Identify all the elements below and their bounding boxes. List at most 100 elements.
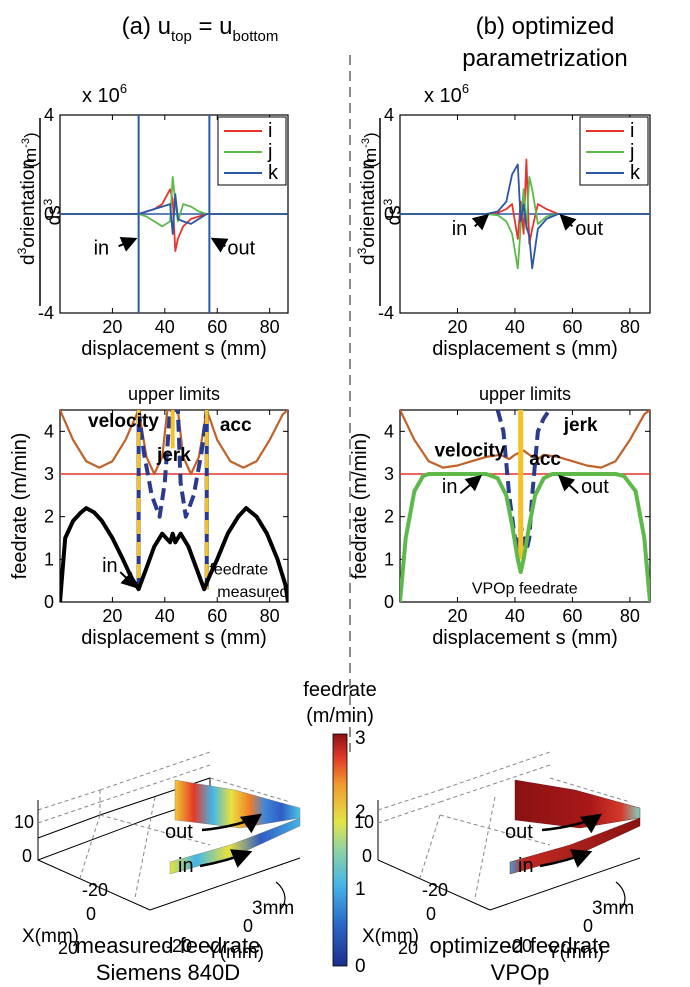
left-out-label: out — [165, 821, 193, 843]
svg-text:d3orientation: d3orientation — [355, 159, 379, 265]
velocity-label: velocity — [434, 441, 505, 462]
y-axis-label: feedrate (m/min) — [9, 433, 31, 580]
svg-text:ds3: ds3 — [381, 198, 405, 225]
right-lower-strip — [509, 817, 641, 875]
in-label: in — [94, 238, 110, 260]
in-label: in — [442, 476, 458, 498]
left-x-tick-0: 0 — [86, 904, 96, 924]
series-j — [400, 175, 650, 270]
x-tick-label: 80 — [620, 606, 640, 626]
left-out-arrow — [201, 813, 263, 834]
right-x-tick-20: 20 — [398, 938, 418, 958]
y-tick-label: 4 — [44, 105, 54, 125]
x-tick-label: 80 — [260, 606, 280, 626]
y-tick-label: 0 — [44, 592, 54, 612]
right-column-title-line1: (b) optimized — [476, 13, 615, 40]
right-x-tick-0: 0 — [426, 904, 436, 924]
series-velocity — [400, 410, 650, 469]
left-column-title: (a) utop = ubottom — [122, 13, 279, 45]
caption-right-line1: optimized feedrate — [430, 933, 611, 958]
right-in-label: in — [518, 855, 534, 877]
right-z-tick-0: 0 — [362, 846, 372, 866]
upper-limits-label: upper limits — [128, 384, 220, 404]
left-z-tick-10: 10 — [14, 812, 34, 832]
series-feedrate-measured — [60, 506, 288, 602]
out-arrow — [558, 474, 579, 494]
colorbar-title-2: (m/min) — [306, 705, 374, 727]
right-column-title-line2: parametrization — [462, 45, 627, 72]
right-z-tick-10: 10 — [354, 812, 374, 832]
jerk-label: jerk — [156, 445, 191, 466]
right-gap-label: 3mm — [592, 898, 634, 919]
in-arrow — [471, 213, 490, 231]
y-tick-label: 1 — [44, 549, 54, 569]
y-tick-label: -4 — [38, 303, 54, 323]
y-tick-label: 4 — [384, 105, 394, 125]
legend-label-j: j — [267, 141, 272, 163]
measured-label-1: feedrate — [209, 561, 268, 578]
x-tick-label: 60 — [207, 317, 227, 337]
y-tick-label: 1 — [384, 549, 394, 569]
x-tick-label: 80 — [260, 317, 280, 337]
x-tick-label: 40 — [505, 317, 525, 337]
y-tick-label: 0 — [44, 204, 54, 224]
colorbar-tick-0: 0 — [355, 956, 366, 977]
chart-a-mid: 20 40 60 80 0 1 2 3 4 velocity jerk acc feedrate meas… — [9, 384, 289, 649]
y-tick-label: -4 — [378, 303, 394, 323]
right-in-arrow — [539, 849, 593, 868]
velocity-label: velocity — [88, 411, 159, 432]
svg-text:x 106: x 106 — [424, 81, 469, 107]
caption-left-line2: Siemens 840D — [96, 960, 240, 985]
colorbar-tick-3: 3 — [355, 728, 366, 749]
jerk-label: jerk — [563, 415, 598, 436]
left-in-label: in — [178, 855, 194, 877]
left-lower-strip — [169, 817, 301, 875]
right-out-arrow — [541, 813, 603, 834]
y-tick-label: 2 — [44, 507, 54, 527]
in-arrow — [119, 571, 138, 589]
x-tick-label: 20 — [447, 317, 467, 337]
right-x-tick-neg20: -20 — [422, 880, 448, 900]
x-tick-label: 20 — [102, 317, 122, 337]
legend-label-i: i — [268, 120, 272, 142]
vpop-label: VPOp feedrate — [472, 580, 578, 597]
right-xlabel: X(mm) — [362, 926, 419, 947]
in-label: in — [102, 555, 118, 577]
top-right-yunit-label: (m-3) — [360, 132, 380, 167]
series-velocity — [60, 410, 288, 476]
in-label: in — [452, 218, 468, 240]
in-arrow — [459, 474, 482, 494]
right-out-label: out — [505, 821, 533, 843]
y-tick-label: 2 — [384, 507, 394, 527]
x-axis-label: displacement s (mm) — [432, 338, 618, 360]
series-jerk — [136, 410, 209, 519]
x-tick-label: 60 — [562, 317, 582, 337]
right-gap-bracket — [615, 881, 626, 911]
out-arrow — [210, 237, 229, 253]
x-tick-label: 20 — [102, 606, 122, 626]
top-right-multiplier: x 106 — [424, 81, 469, 107]
y-tick-label: 4 — [44, 421, 54, 441]
top-left-yunit-label: (m-3) — [20, 132, 40, 167]
left-gap-bracket — [275, 881, 286, 911]
right-ylabel: Y(mm) — [547, 942, 604, 963]
x-axis-label: displacement s (mm) — [81, 338, 267, 360]
top-left-multiplier: x 106 — [82, 81, 127, 107]
left-in-arrow — [199, 849, 253, 868]
left-x-tick-neg20: -20 — [82, 880, 108, 900]
colorbar-title-1: feedrate — [303, 679, 376, 701]
acc-label: acc — [220, 415, 252, 436]
in-arrow — [118, 237, 138, 252]
x-tick-label: 40 — [505, 606, 525, 626]
y-tick-label: 3 — [384, 464, 394, 484]
chart-a-top: 20 40 60 80 -4 0 4 ijk displacement s (mm) in out — [38, 105, 289, 360]
chart-b-top: 20 40 60 80 -4 0 4 ijk displacement s (mm) in out — [378, 105, 651, 360]
left-y-tick-0: 0 — [243, 916, 253, 936]
x-tick-label: 60 — [207, 606, 227, 626]
legend-label-k: k — [630, 162, 641, 184]
x-axis-label: displacement s (mm) — [81, 627, 267, 649]
series-k — [60, 193, 288, 235]
out-label: out — [581, 476, 609, 498]
